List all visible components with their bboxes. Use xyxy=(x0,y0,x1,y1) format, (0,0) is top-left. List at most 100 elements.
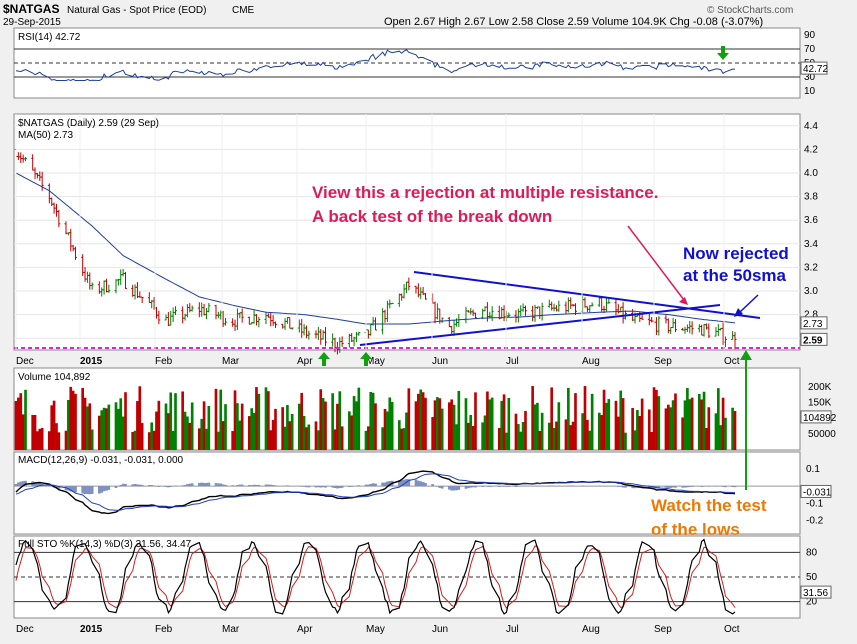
volume-bar xyxy=(119,398,122,450)
volume-bar xyxy=(450,399,453,450)
volume-bar xyxy=(491,398,494,450)
macd-histogram-bar xyxy=(315,486,318,487)
macd-histogram-bar xyxy=(215,483,218,486)
volume-bar xyxy=(681,417,684,450)
x-tick-label-jun: Jun xyxy=(432,356,448,367)
volume-bar xyxy=(158,401,161,450)
price-tick-label: 3.4 xyxy=(804,239,818,250)
macd-histogram-bar xyxy=(453,486,456,490)
macd-histogram-bar xyxy=(684,486,687,487)
macd-histogram-bar xyxy=(86,486,89,494)
volume-bar xyxy=(417,394,420,450)
macd-histogram-bar xyxy=(255,485,258,486)
volume-bar xyxy=(405,413,408,450)
volume-bar xyxy=(353,396,356,450)
macd-histogram-bar xyxy=(74,486,77,492)
volume-bar xyxy=(555,422,558,450)
x-tick-label-dec: Dec xyxy=(16,356,34,367)
macd-histogram-bar xyxy=(91,486,94,494)
x-tick-label-2015: 2015 xyxy=(80,356,103,367)
volume-bar xyxy=(503,394,506,450)
volume-bar xyxy=(648,409,651,450)
volume-bar xyxy=(350,415,353,450)
rsi-tick-label: 10 xyxy=(804,86,816,97)
macd-histogram-bar xyxy=(186,484,189,486)
ma-label: MA(50) 2.73 xyxy=(18,130,73,141)
volume-bar xyxy=(598,413,601,450)
macd-histogram-bar xyxy=(167,486,170,487)
macd-histogram-bar xyxy=(624,486,627,487)
macd-histogram-bar xyxy=(686,486,689,487)
volume-bar xyxy=(498,428,501,450)
macd-histogram-bar xyxy=(224,485,227,486)
macd-histogram-bar xyxy=(336,486,339,488)
volume-bar xyxy=(34,415,37,450)
macd-histogram-bar xyxy=(469,486,472,487)
macd-histogram-bar xyxy=(622,486,625,487)
volume-bar xyxy=(703,392,706,450)
x-tick-label-apr: Apr xyxy=(297,356,313,367)
volume-bar xyxy=(248,416,251,450)
macd-histogram-bar xyxy=(131,484,134,486)
volume-bar xyxy=(19,393,22,450)
volume-bar xyxy=(174,393,177,450)
volume-bar xyxy=(486,391,489,450)
macd-histogram-bar xyxy=(198,483,201,486)
rsi-value-tag: 42.72 xyxy=(803,64,828,75)
volume-bar xyxy=(105,408,108,450)
volume-bar xyxy=(131,432,134,450)
annotation-lows-line2: of the lows xyxy=(651,520,740,539)
macd-histogram-bar xyxy=(467,486,470,488)
macd-histogram-bar xyxy=(338,486,341,488)
macd-histogram-bar xyxy=(136,484,139,486)
macd-histogram-bar xyxy=(322,486,325,487)
annotation-ma-line1: Now rejected xyxy=(683,244,789,263)
volume-bar xyxy=(165,404,168,450)
macd-histogram-bar xyxy=(165,486,168,487)
volume-value-tag: 104892 xyxy=(803,413,837,424)
volume-bar xyxy=(108,405,111,450)
volume-bar xyxy=(288,421,291,450)
volume-bar xyxy=(308,425,311,450)
volume-bar xyxy=(557,402,560,450)
volume-bar xyxy=(617,417,620,450)
price-tick-label: 4.0 xyxy=(804,168,818,179)
volume-bar xyxy=(436,397,439,450)
volume-bar xyxy=(700,399,703,450)
macd-histogram-bar xyxy=(219,484,222,487)
source-label: © StockCharts.com xyxy=(707,5,793,16)
volume-bar xyxy=(234,390,237,450)
macd-histogram-bar xyxy=(122,484,125,486)
volume-bar xyxy=(419,390,422,450)
macd-histogram-bar xyxy=(236,485,239,486)
volume-bar xyxy=(722,398,725,450)
macd-histogram-bar xyxy=(691,486,694,487)
macd-histogram-bar xyxy=(200,483,203,487)
macd-histogram-bar xyxy=(17,483,20,487)
macd-histogram-bar xyxy=(367,485,370,487)
macd-histogram-bar xyxy=(515,486,518,487)
volume-bar xyxy=(667,405,670,450)
macd-histogram-bar xyxy=(374,484,377,487)
volume-bar xyxy=(386,412,389,450)
annotation-rejection-line1: View this a rejection at multiple resist… xyxy=(312,183,658,202)
volume-bar xyxy=(634,430,637,450)
volume-bar xyxy=(469,415,472,450)
volume-bar xyxy=(91,429,94,450)
volume-bar xyxy=(650,432,653,450)
volume-bar xyxy=(336,404,339,450)
macd-histogram-bar xyxy=(348,486,351,487)
volume-bar xyxy=(624,433,627,450)
volume-bar xyxy=(298,404,301,450)
volume-bar xyxy=(81,388,84,450)
volume-bar xyxy=(731,408,734,450)
volume-bar xyxy=(641,399,644,450)
macd-histogram-bar xyxy=(88,486,91,494)
volume-bar xyxy=(98,416,101,450)
x-tick-label-oct: Oct xyxy=(724,356,740,367)
volume-bar xyxy=(408,388,411,450)
macd-histogram-bar xyxy=(341,486,344,488)
macd-histogram-bar xyxy=(308,486,311,487)
volume-bar xyxy=(84,398,87,450)
macd-histogram-bar xyxy=(169,486,172,487)
